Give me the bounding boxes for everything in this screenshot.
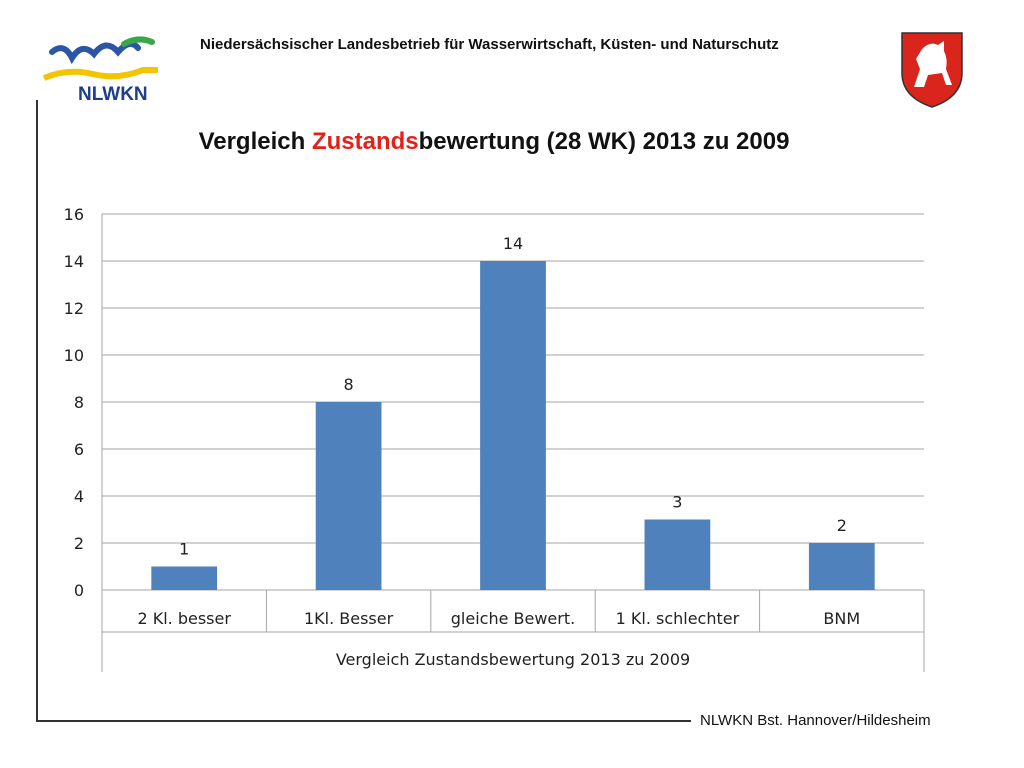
bar — [644, 519, 711, 590]
bar — [151, 566, 218, 590]
data-label: 14 — [503, 234, 523, 253]
frame-line-vertical — [36, 100, 38, 721]
x-axis-label: Vergleich Zustandsbewertung 2013 zu 2009 — [336, 650, 690, 669]
y-tick-label: 0 — [74, 581, 84, 600]
data-label: 8 — [344, 375, 354, 394]
x-tick-label: 1 Kl. schlechter — [616, 609, 740, 628]
nlwkn-logo: NLWKN — [42, 36, 158, 105]
y-tick-label: 4 — [74, 487, 84, 506]
logo-text: NLWKN — [78, 84, 148, 105]
data-label: 2 — [837, 516, 847, 535]
bar — [480, 261, 546, 590]
frame-line-horizontal — [36, 720, 691, 722]
y-tick-label: 8 — [74, 393, 84, 412]
y-tick-label: 6 — [74, 440, 84, 459]
y-tick-label: 12 — [64, 299, 84, 318]
data-label: 3 — [672, 493, 682, 512]
y-tick-label: 14 — [64, 252, 84, 271]
niedersachsen-crest — [901, 32, 963, 108]
title-highlight: Zustands — [311, 128, 419, 155]
bar — [315, 402, 382, 590]
title-part-1: Vergleich — [198, 128, 312, 155]
title-part-2: bewertung (28 WK) 2013 zu 2009 — [418, 128, 790, 155]
y-tick-label: 16 — [64, 205, 84, 224]
x-tick-label: 1Kl. Besser — [304, 609, 394, 628]
x-tick-label: 2 Kl. besser — [137, 609, 231, 628]
y-tick-label: 10 — [64, 346, 84, 365]
data-label: 1 — [179, 540, 189, 559]
y-tick-label: 2 — [74, 534, 84, 553]
footer-text: NLWKN Bst. Hannover/Hildesheim — [700, 712, 931, 729]
organization-name: Niedersächsischer Landesbetrieb für Wass… — [200, 36, 779, 53]
bar — [808, 543, 875, 590]
x-tick-label: gleiche Bewert. — [451, 609, 575, 628]
x-tick-label: BNM — [823, 609, 860, 628]
slide-title: Vergleich Zustandsbewertung (28 WK) 2013… — [0, 128, 988, 156]
